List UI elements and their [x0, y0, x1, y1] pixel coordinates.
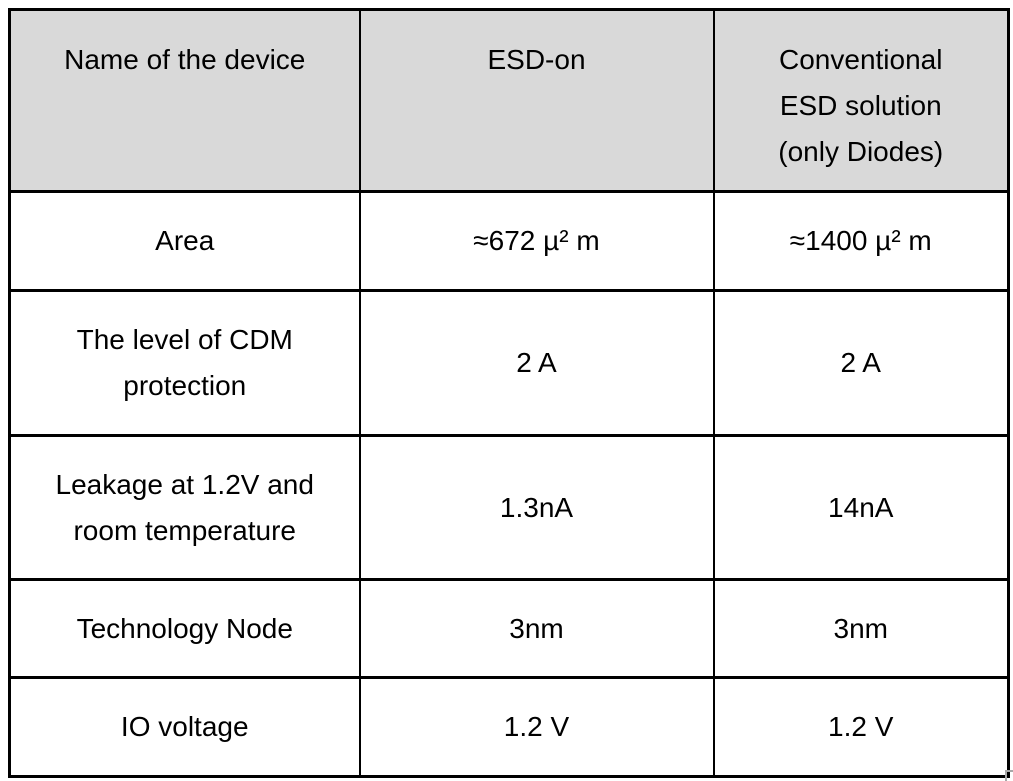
row-label-cdm-protection: The level of CDM protection	[8, 289, 361, 437]
cell-cdm-esd-on: 2 A	[358, 289, 715, 437]
cell-technode-conventional: 3nm	[712, 578, 1010, 679]
row-label-leakage: Leakage at 1.2V and room temperature	[8, 434, 361, 581]
row-label-area: Area	[8, 190, 361, 292]
table-row-cdm-protection: The level of CDM protection 2 A 2 A	[8, 289, 1010, 437]
table-row-technology-node: Technology Node 3nm 3nm	[8, 578, 1010, 679]
row-label-io-voltage: IO voltage	[8, 676, 361, 778]
esd-comparison-table: Name of the device ESD-on Conventional E…	[8, 8, 1010, 778]
cell-technode-esd-on: 3nm	[358, 578, 715, 679]
header-cell-device-name: Name of the device	[8, 8, 361, 193]
table-header-row: Name of the device ESD-on Conventional E…	[8, 8, 1010, 193]
table-row-area: Area ≈672 µ² m ≈1400 µ² m	[8, 190, 1010, 292]
cell-area-esd-on: ≈672 µ² m	[358, 190, 715, 292]
cell-cdm-conventional: 2 A	[712, 289, 1010, 437]
cell-iovolt-esd-on: 1.2 V	[358, 676, 715, 778]
cell-area-conventional: ≈1400 µ² m	[712, 190, 1010, 292]
header-cell-conventional-esd: Conventional ESD solution (only Diodes)	[712, 8, 1010, 193]
table-row-leakage: Leakage at 1.2V and room temperature 1.3…	[8, 434, 1010, 581]
cell-iovolt-conventional: 1.2 V	[712, 676, 1010, 778]
cell-leakage-esd-on: 1.3nA	[358, 434, 715, 581]
cell-leakage-conventional: 14nA	[712, 434, 1010, 581]
table-row-io-voltage: IO voltage 1.2 V 1.2 V	[8, 676, 1010, 778]
header-cell-esd-on: ESD-on	[358, 8, 715, 193]
row-label-technology-node: Technology Node	[8, 578, 361, 679]
table-resize-handle-artifact	[1005, 770, 1013, 781]
